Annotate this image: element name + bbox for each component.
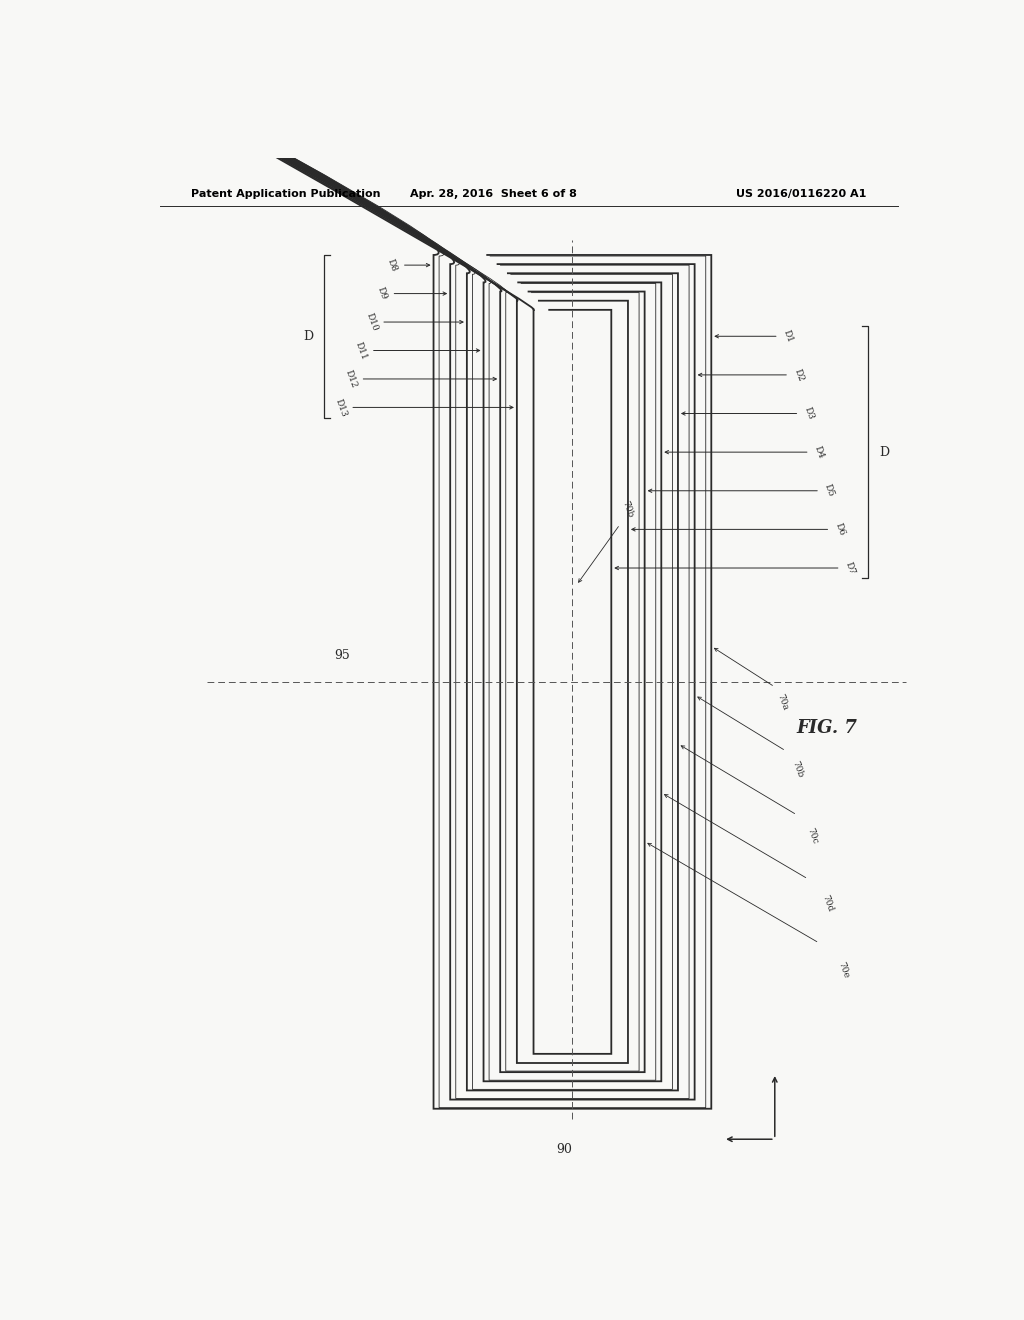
Text: D6: D6	[834, 521, 846, 537]
Text: 70b: 70b	[621, 499, 635, 519]
Text: US 2016/0116220 A1: US 2016/0116220 A1	[735, 189, 866, 199]
Text: 70c: 70c	[806, 828, 820, 846]
Text: 70a: 70a	[775, 693, 790, 711]
Text: D: D	[303, 330, 313, 343]
Text: D12: D12	[344, 368, 358, 389]
Text: D7: D7	[844, 561, 857, 576]
Text: 95: 95	[335, 648, 350, 661]
Text: 70e: 70e	[836, 961, 850, 979]
Text: D9: D9	[376, 286, 388, 301]
Text: D13: D13	[333, 397, 348, 417]
Text: Apr. 28, 2016  Sheet 6 of 8: Apr. 28, 2016 Sheet 6 of 8	[410, 189, 577, 199]
Text: D8: D8	[386, 257, 398, 273]
Text: D10: D10	[365, 312, 379, 333]
Text: FIG. 7: FIG. 7	[796, 718, 857, 737]
Text: D5: D5	[823, 483, 836, 499]
Text: Patent Application Publication: Patent Application Publication	[191, 189, 381, 199]
Text: 90: 90	[556, 1143, 572, 1156]
Text: 70d: 70d	[821, 894, 836, 913]
Text: D1: D1	[781, 329, 795, 345]
Text: 70b: 70b	[791, 759, 805, 779]
Text: D2: D2	[793, 367, 805, 383]
Text: D4: D4	[813, 445, 825, 459]
Text: D11: D11	[354, 341, 369, 360]
Text: D: D	[880, 446, 890, 458]
Text: D3: D3	[803, 407, 815, 421]
